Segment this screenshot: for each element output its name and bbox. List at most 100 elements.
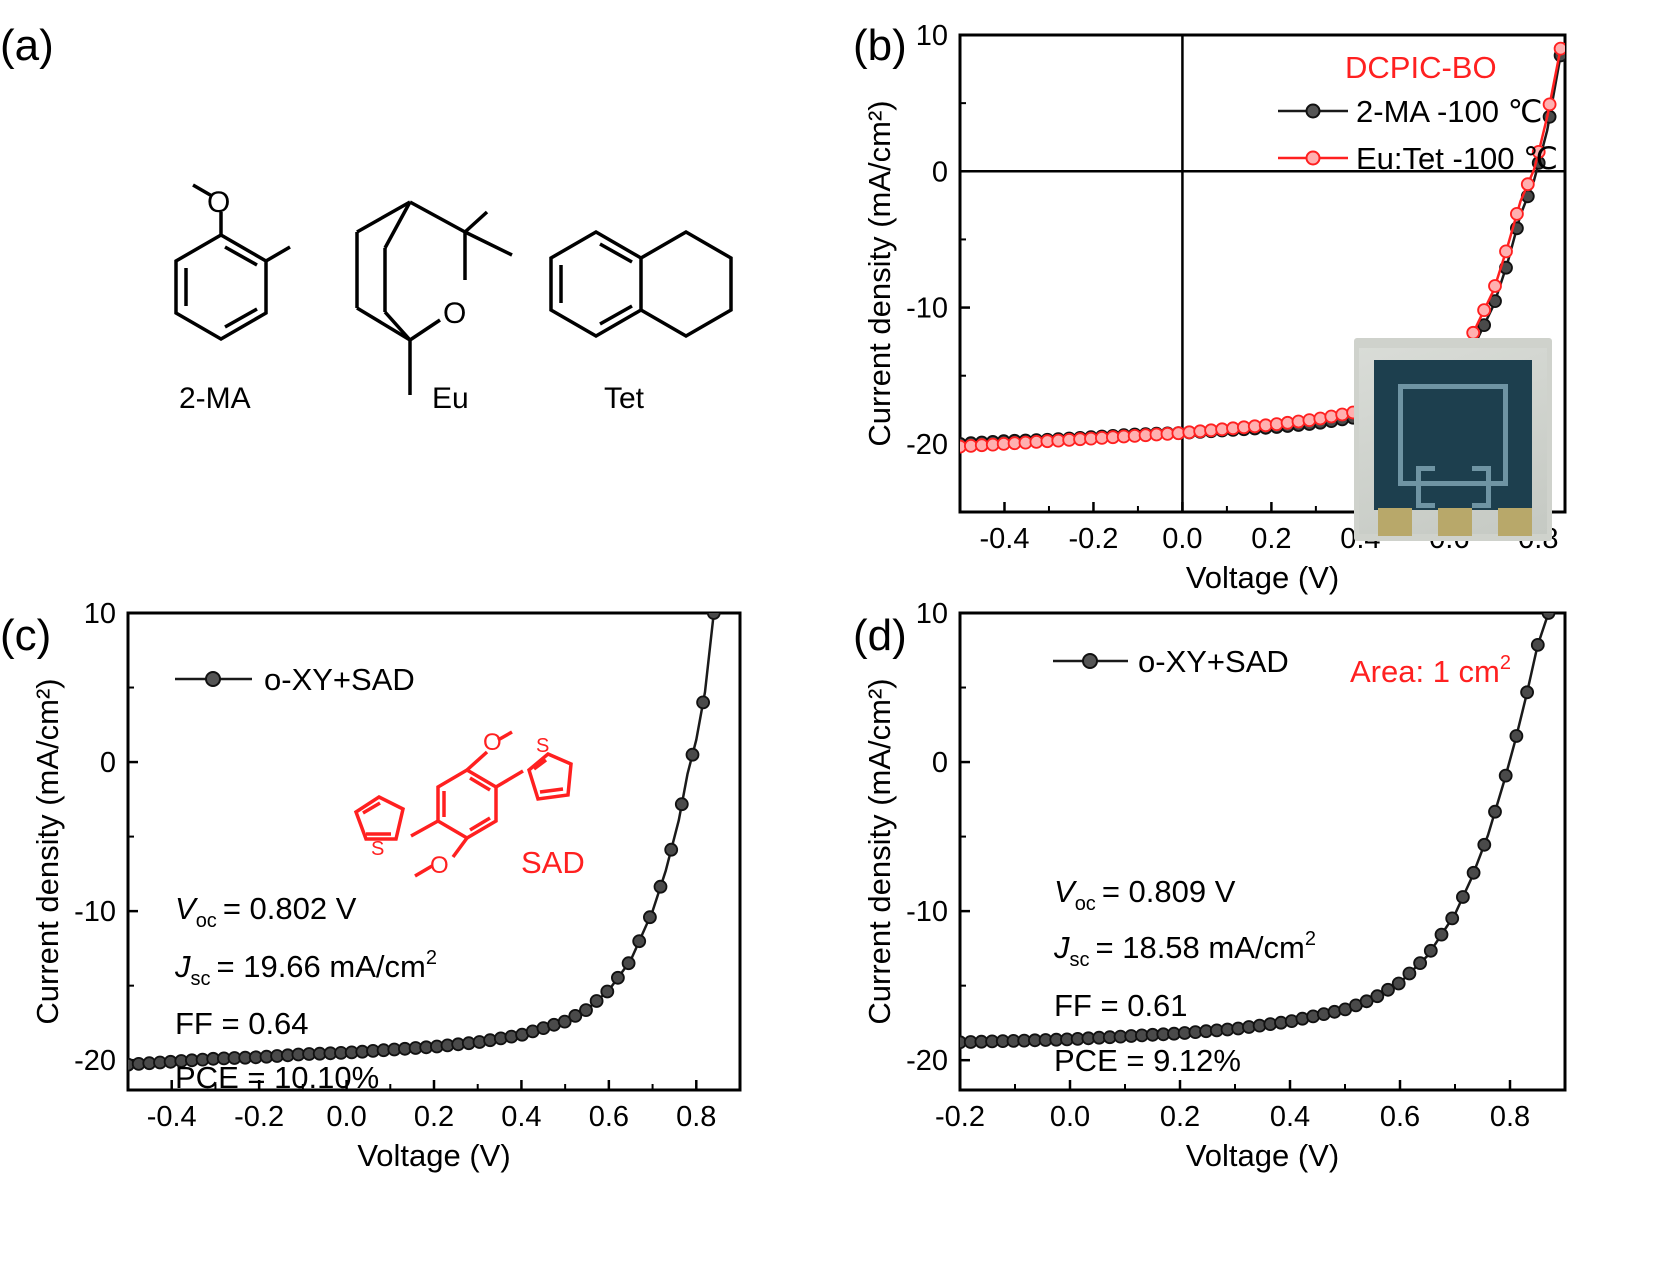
chart-c: -0.4 -0.2 0.0 0.2 0.4 0.6 0.8 -20 -10 0 10 Voltage … <box>30 598 742 1173</box>
molecule-eu-structure <box>355 200 513 395</box>
data-point-c-0 <box>557 1014 572 1029</box>
device-contact-pad-2 <box>1438 508 1472 536</box>
data-point-c-0 <box>674 797 689 812</box>
data-point-d-0 <box>1359 994 1374 1009</box>
x-tick-label-d-3: 0.4 <box>1270 1101 1310 1133</box>
data-point-d-0 <box>1434 927 1449 942</box>
molecule-sad-oxygen-2: O <box>430 852 449 879</box>
panel-label-d: (d) <box>853 611 907 660</box>
y-axis-label-d: Current density (mA/cm²) <box>862 678 897 1024</box>
x-tick-label-d-0: -0.2 <box>935 1101 985 1133</box>
device-contact-pad-1 <box>1378 508 1412 536</box>
panel-label-c: (c) <box>0 611 51 660</box>
data-point-d-0 <box>1456 890 1470 904</box>
x-tick-label-c-4: 0.4 <box>501 1101 541 1133</box>
panel-label-b: (b) <box>853 21 907 70</box>
data-point-c-0 <box>621 956 636 971</box>
molecule-sad-structure <box>353 730 573 878</box>
x-tick-label-c-1: -0.2 <box>234 1101 284 1133</box>
molecule-eu-label: Eu <box>432 382 469 415</box>
x-tick-label-c-5: 0.6 <box>589 1101 629 1133</box>
data-point-d-0 <box>1402 966 1417 981</box>
legend-b-marker-1 <box>1305 103 1321 119</box>
legend-d-label: o-XY+SAD <box>1138 644 1289 679</box>
device-contact-pad-3 <box>1498 508 1532 536</box>
device-electrode-lead-left <box>1416 466 1435 508</box>
metric-voc-c: Voc = 0.802 V <box>175 891 357 932</box>
data-point-b-1 <box>1324 409 1339 424</box>
x-tick-label-c-3: 0.2 <box>414 1101 454 1133</box>
data-point-d-0 <box>1477 837 1492 852</box>
molecule-2ma-oxygen: O <box>207 186 230 219</box>
x-tick-label-d-4: 0.6 <box>1380 1101 1420 1133</box>
device-electrode-lead-right <box>1472 466 1491 508</box>
data-point-d-0 <box>1391 976 1406 991</box>
x-tick-label-b-3: 0.2 <box>1251 523 1291 555</box>
y-axis-label-b: Current density (mA/cm²) <box>862 100 897 446</box>
x-tick-label-c-0: -0.4 <box>147 1101 197 1133</box>
data-point-b-1 <box>1531 144 1546 159</box>
molecule-sad-label: SAD <box>521 845 585 880</box>
data-point-b-1 <box>1466 325 1481 340</box>
data-point-c-0 <box>632 934 647 949</box>
legend-c-marker <box>205 671 221 687</box>
metric-voc-d: Voc = 0.809 V <box>1054 874 1236 915</box>
legend-b-label-1: 2-MA -100 ℃ <box>1356 94 1542 129</box>
y-tick-label-c-2: 0 <box>100 747 116 779</box>
y-tick-label-b-1: -10 <box>906 293 948 325</box>
data-point-d-0 <box>1413 956 1427 970</box>
y-tick-label-d-1: -10 <box>906 896 948 928</box>
x-tick-label-b-2: 0.0 <box>1162 523 1202 555</box>
data-point-d-0 <box>1509 729 1524 743</box>
data-point-d-0 <box>1530 638 1545 652</box>
data-point-b-1 <box>1488 279 1502 293</box>
y-tick-label-c-0: -20 <box>74 1045 116 1077</box>
data-point-d-0 <box>1466 865 1481 880</box>
data-point-d-0 <box>1381 982 1395 997</box>
data-point-d-0 <box>1520 685 1534 700</box>
y-tick-label-b-0: -20 <box>906 429 948 461</box>
x-axis-label-c: Voltage (V) <box>357 1138 510 1173</box>
plot-frame-d <box>958 611 1567 1092</box>
data-point-c-0 <box>664 842 679 857</box>
data-point-c-0 <box>611 970 625 985</box>
metric-ff-c: FF = 0.64 <box>175 1006 309 1041</box>
data-point-c-0 <box>643 910 657 925</box>
legend-b-label-2: Eu:Tet -100 ℃ <box>1356 141 1558 176</box>
molecule-sad-sulfur-2: S <box>536 735 549 757</box>
data-point-c-0 <box>600 984 615 999</box>
data-point-b-1 <box>1258 418 1273 433</box>
y-tick-label-d-0: -20 <box>906 1045 948 1077</box>
legend-b-entry-2: Eu:Tet -100 ℃ <box>1278 141 1558 176</box>
device-electrode-trace <box>1398 384 1508 486</box>
y-axis-label-c: Current density (mA/cm²) <box>30 678 65 1024</box>
x-tick-label-b-1: -0.2 <box>1068 523 1118 555</box>
data-point-b-1 <box>1510 206 1524 221</box>
molecule-eu-oxygen: O <box>443 297 466 330</box>
data-point-d-0 <box>1445 911 1460 926</box>
molecule-2ma-label: 2-MA <box>179 382 251 415</box>
molecule-2ma-structure <box>174 183 291 342</box>
data-point-c-0 <box>685 747 700 762</box>
data-point-d-0 <box>1370 989 1385 1004</box>
molecule-tet-label: Tet <box>604 382 645 415</box>
y-tick-label-b-2: 0 <box>932 156 948 188</box>
legend-c-label: o-XY+SAD <box>264 662 415 697</box>
data-point-c-0 <box>706 613 721 620</box>
data-point-c-0 <box>696 695 710 710</box>
data-point-c-0 <box>653 879 668 894</box>
metric-jsc-d: Jsc = 18.58 mA/cm2 <box>1053 928 1316 971</box>
data-point-b-1 <box>1520 177 1535 192</box>
legend-b-entry-1: 2-MA -100 ℃ <box>1278 94 1542 129</box>
y-tick-label-b-3: 10 <box>916 20 948 52</box>
data-point-d-0 <box>1541 613 1556 620</box>
legend-d-entry: o-XY+SAD <box>1053 644 1289 679</box>
data-point-b-1 <box>1313 411 1328 426</box>
legend-b-marker-2 <box>1305 150 1321 166</box>
data-point-b-1 <box>1553 41 1565 56</box>
data-point-d-0 <box>1498 768 1513 783</box>
x-axis-label-b: Voltage (V) <box>1186 560 1339 595</box>
x-tick-label-b-0: -0.4 <box>979 523 1029 555</box>
x-axis-label-d: Voltage (V) <box>1186 1138 1339 1173</box>
